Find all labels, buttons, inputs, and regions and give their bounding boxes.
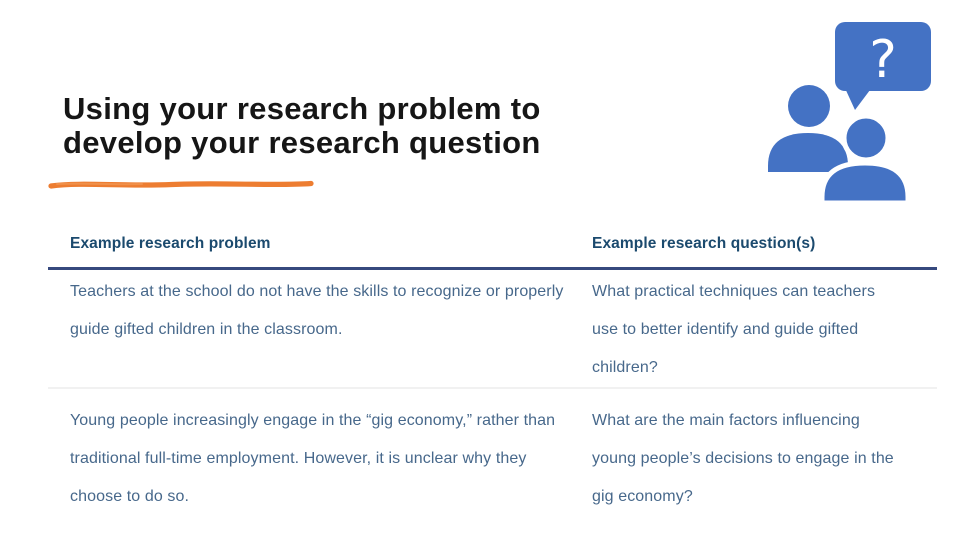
title-line-2: develop your research question — [63, 125, 541, 160]
cell-question-teachers: What practical techniques can teachers u… — [592, 283, 876, 376]
table-header-row: Example research problem Example researc… — [48, 226, 937, 270]
person-back-icon — [768, 85, 848, 172]
person-front-icon — [819, 113, 911, 206]
orange-brush-underline — [48, 180, 314, 189]
question-mark-glyph: ? — [869, 30, 897, 90]
table-row: Young people increasingly engage in the … — [48, 389, 937, 516]
title-line-1: Using your research problem to — [63, 91, 541, 126]
people-question-icon: ? — [768, 22, 931, 206]
example-table: Example research problem Example researc… — [48, 226, 937, 516]
column-header-research-problem: Example research problem — [70, 235, 271, 252]
cell-problem-gig-economy: Young people increasingly engage in the … — [70, 412, 556, 505]
cell-problem-teachers: Teachers at the school do not have the s… — [70, 283, 564, 338]
page-title: Using your research problem to develop y… — [63, 92, 541, 160]
column-header-research-questions: Example research question(s) — [592, 235, 816, 252]
cell-question-gig-economy: What are the main factors influencing yo… — [592, 412, 894, 505]
speech-bubble-icon: ? — [835, 22, 931, 110]
table-row: Teachers at the school do not have the s… — [48, 270, 937, 389]
